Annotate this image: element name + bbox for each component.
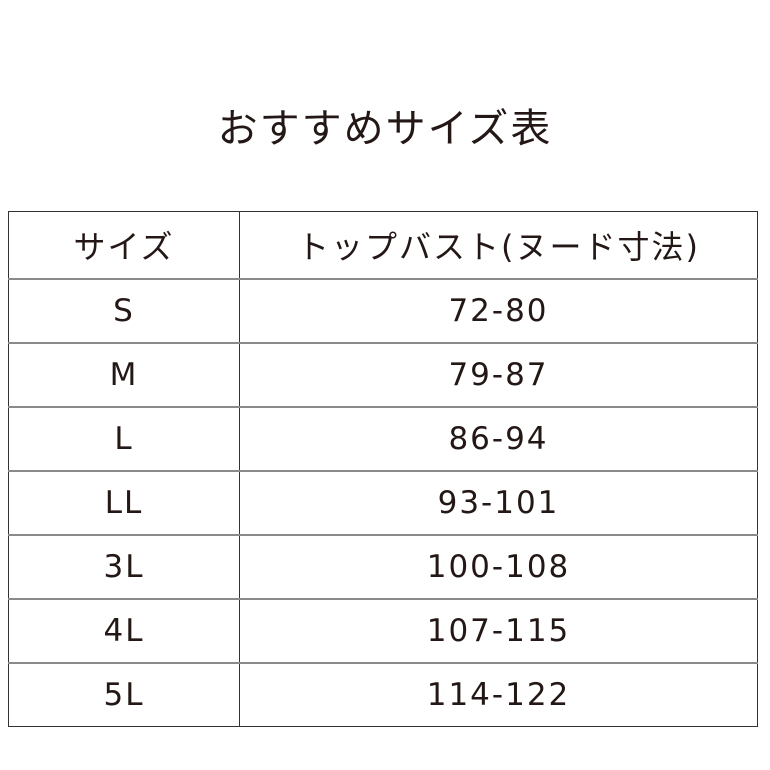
table-row: 3L 100-108 xyxy=(8,534,758,599)
table-row: LL 93-101 xyxy=(8,470,758,535)
bust-cell: 107-115 xyxy=(239,598,758,663)
page-title: おすすめサイズ表 xyxy=(217,106,553,152)
size-cell: LL xyxy=(8,470,240,535)
table-row: M 79-87 xyxy=(8,342,758,407)
table-row: S 72-80 xyxy=(8,278,758,343)
bust-cell: 100-108 xyxy=(239,534,758,599)
table-header-row: サイズ トップバスト(ヌード寸法) xyxy=(8,211,758,279)
table-row: L 86-94 xyxy=(8,406,758,471)
size-cell: L xyxy=(8,406,240,471)
size-cell: S xyxy=(8,278,240,343)
table-row: 5L 114-122 xyxy=(8,662,758,727)
bust-cell: 93-101 xyxy=(239,470,758,535)
size-cell: 5L xyxy=(8,662,240,727)
bust-cell: 114-122 xyxy=(239,662,758,727)
header-top-bust: トップバスト(ヌード寸法) xyxy=(297,228,700,266)
size-table: サイズ トップバスト(ヌード寸法) S 72-80 M 79-87 L 86-94 L… xyxy=(8,211,758,727)
bust-cell: 72-80 xyxy=(239,278,758,343)
table-row: 4L 107-115 xyxy=(8,598,758,663)
size-cell: 4L xyxy=(8,598,240,663)
bust-cell: 86-94 xyxy=(239,406,758,471)
header-size: サイズ xyxy=(8,211,240,279)
size-cell: M xyxy=(8,342,240,407)
size-cell: 3L xyxy=(8,534,240,599)
bust-cell: 79-87 xyxy=(239,342,758,407)
